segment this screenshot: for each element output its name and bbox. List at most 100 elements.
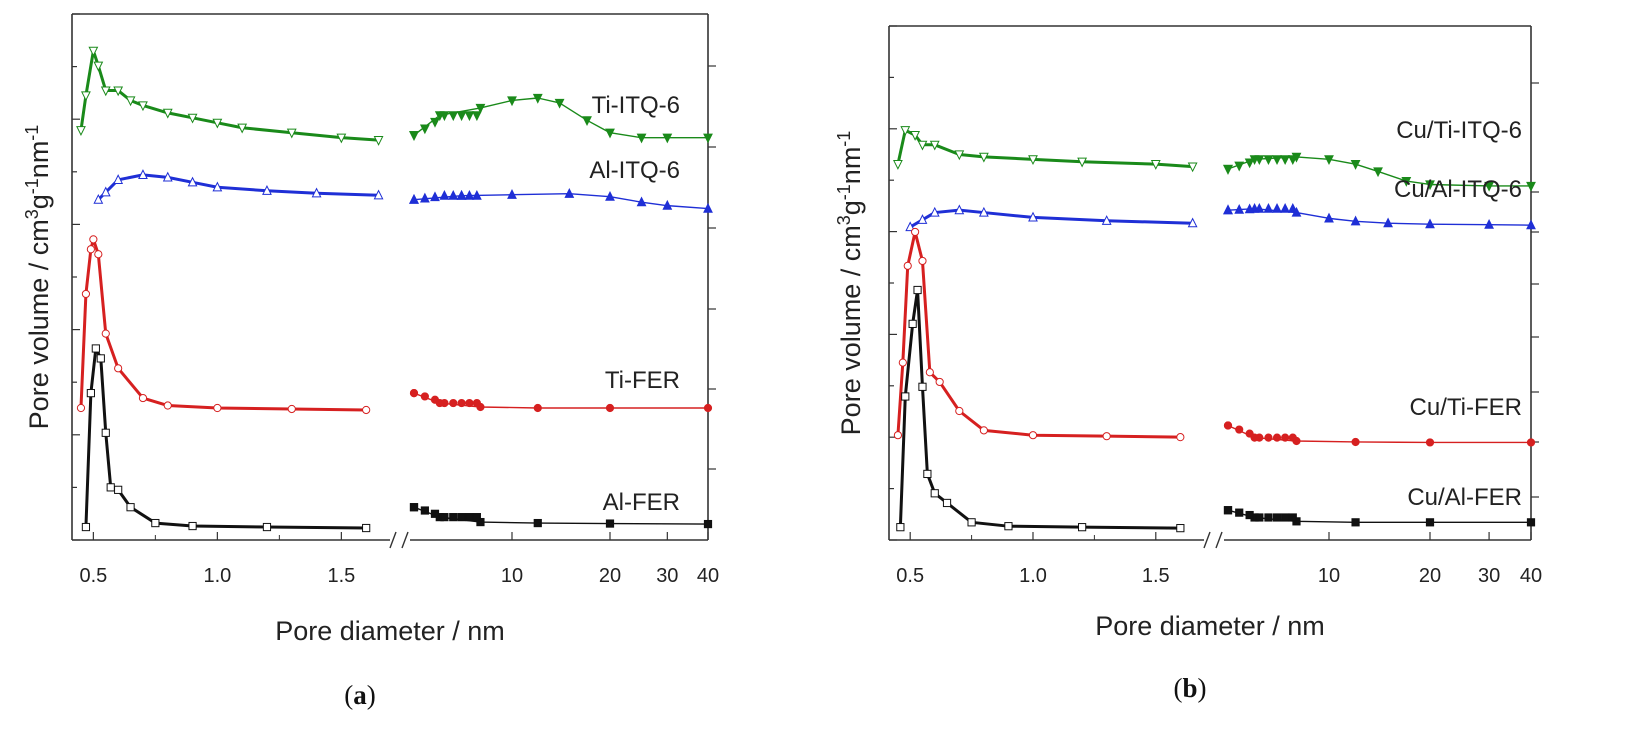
data-point <box>439 111 450 122</box>
data-point <box>81 522 91 532</box>
axis-break-mark <box>401 531 409 549</box>
data-point <box>262 522 272 532</box>
data-point <box>918 256 927 266</box>
data-point <box>507 96 517 107</box>
data-point <box>362 523 371 533</box>
series-label: Al-ITQ-6 <box>589 157 680 184</box>
data-point <box>1350 160 1361 170</box>
data-point <box>81 289 91 299</box>
x-tick-label: 10 <box>501 565 523 587</box>
data-point <box>1028 211 1038 222</box>
x-axis-title: Pore diameter / nm <box>275 616 505 646</box>
data-point <box>471 111 482 122</box>
data-point <box>86 389 95 398</box>
data-point <box>1264 513 1273 522</box>
data-point <box>409 389 419 398</box>
data-point <box>901 392 910 401</box>
data-point <box>955 406 964 416</box>
data-point <box>1373 167 1383 178</box>
data-point <box>448 189 459 200</box>
data-point <box>126 503 135 512</box>
data-point <box>138 393 148 403</box>
series-line-left <box>84 346 367 530</box>
data-point <box>911 227 920 237</box>
data-point <box>903 261 912 270</box>
x-tick-label: 1.0 <box>1019 565 1047 587</box>
data-point <box>908 319 917 328</box>
data-point <box>1425 218 1435 229</box>
data-point <box>151 518 160 528</box>
data-point <box>942 498 952 508</box>
data-point <box>449 513 458 522</box>
data-point <box>93 61 104 72</box>
data-point <box>533 518 542 528</box>
series-label: Al-FER <box>603 489 680 516</box>
data-point <box>1324 155 1334 166</box>
data-point <box>373 189 384 200</box>
data-point <box>212 118 223 129</box>
data-point <box>533 403 542 413</box>
data-point <box>605 519 615 528</box>
data-point <box>1526 518 1536 527</box>
data-point <box>1383 217 1393 228</box>
data-point <box>1526 219 1536 230</box>
data-point <box>925 368 934 377</box>
data-point <box>162 108 173 119</box>
data-point <box>1425 180 1435 191</box>
x-tick-label: 1.5 <box>327 565 355 587</box>
series-label: Cu/Al-FER <box>1407 484 1522 511</box>
data-point <box>929 206 940 217</box>
data-point <box>430 395 440 404</box>
data-point <box>1245 429 1254 438</box>
panel-label: (a) <box>344 680 376 710</box>
x-axis-title: Pore diameter / nm <box>1095 611 1325 641</box>
data-point <box>1234 203 1245 214</box>
data-point <box>430 191 440 202</box>
data-point <box>419 192 430 203</box>
data-point <box>1288 433 1297 442</box>
data-point <box>163 401 172 410</box>
data-point <box>910 131 921 141</box>
data-point <box>1280 202 1291 213</box>
data-point <box>507 189 517 199</box>
data-point <box>465 513 474 522</box>
data-point <box>93 193 104 204</box>
x-tick-label: 40 <box>1520 565 1542 587</box>
x-tick-label: 0.5 <box>896 565 924 587</box>
data-point <box>923 469 932 479</box>
data-point <box>106 483 115 492</box>
series-cu-al-itq-6: Cu/Al-ITQ-6 <box>905 176 1536 232</box>
data-point <box>605 403 615 413</box>
data-point <box>262 185 272 195</box>
data-point <box>311 187 322 198</box>
series-label: Cu/Ti-FER <box>1410 394 1522 421</box>
series-line-left <box>898 288 1181 530</box>
data-point <box>138 169 148 179</box>
series-label: Cu/Ti-ITQ-6 <box>1396 117 1522 144</box>
panel-label: (b) <box>1173 673 1206 703</box>
data-point <box>464 111 475 122</box>
data-point <box>1425 518 1435 527</box>
y-axis-title: Pore volume / cm3g-1nm-1 <box>834 131 866 436</box>
data-point <box>81 91 91 102</box>
data-point <box>1078 523 1087 532</box>
series-line-left <box>79 49 379 142</box>
data-point <box>1254 155 1265 166</box>
data-point <box>605 128 615 139</box>
data-point <box>1351 518 1360 527</box>
data-point <box>1287 202 1298 213</box>
data-point <box>1176 433 1185 442</box>
data-point <box>114 485 123 494</box>
data-point <box>76 126 86 136</box>
data-point <box>1401 177 1412 187</box>
data-point <box>913 285 922 295</box>
data-point <box>1187 217 1198 228</box>
data-point <box>419 124 430 135</box>
data-point <box>212 181 223 192</box>
x-tick-label: 20 <box>599 565 621 587</box>
axis-break-mark <box>1215 531 1223 549</box>
data-point <box>1263 202 1274 213</box>
x-tick-label: 30 <box>1478 565 1500 587</box>
x-tick-label: 20 <box>1419 565 1441 587</box>
data-point <box>420 392 429 401</box>
